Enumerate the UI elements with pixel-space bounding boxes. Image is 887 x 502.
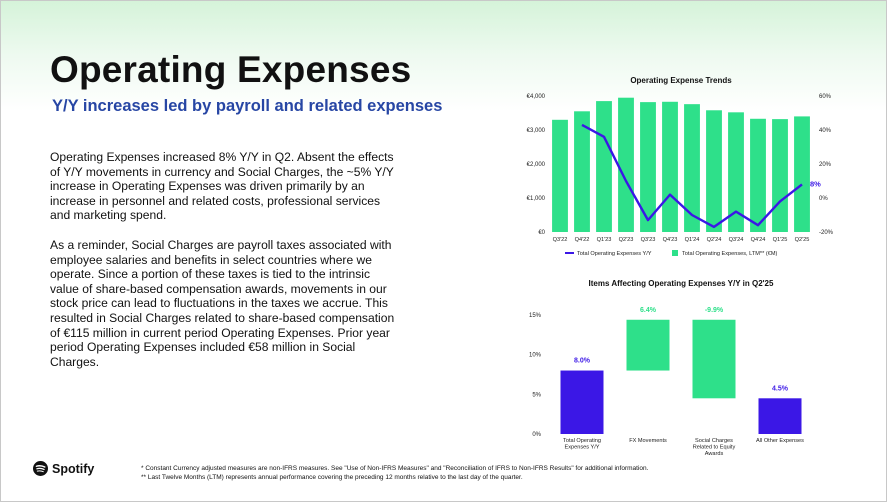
waterfall-axis-tick-label: 0%	[532, 432, 541, 438]
waterfall-bar	[626, 319, 670, 371]
waterfall-bar	[692, 319, 736, 399]
category-tick-label: Q2'24	[707, 237, 722, 243]
left-axis-tick-label: €4,000	[527, 94, 546, 100]
waterfall-category-label: All Other Expenses	[756, 438, 804, 444]
waterfall-axis-tick-label: 15%	[529, 313, 542, 319]
ltm-expense-bar	[552, 119, 568, 232]
waterfall-axis-tick-label: 5%	[532, 392, 541, 398]
page-subtitle: Y/Y increases led by payroll and related…	[52, 97, 443, 115]
yoy-data-label: 8%	[810, 179, 821, 188]
footnote-1: * Constant Currency adjusted measures ar…	[141, 465, 649, 472]
page-title: Operating Expenses	[50, 49, 412, 90]
ltm-expense-bar	[574, 111, 590, 232]
waterfall-category-label: FX Movements	[629, 438, 667, 444]
left-axis-tick-label: €1,000	[527, 196, 546, 202]
waterfall-chart-title: Items Affecting Operating Expenses Y/Y i…	[588, 279, 774, 288]
waterfall-data-label: 4.5%	[772, 385, 789, 392]
waterfall-bar	[758, 398, 802, 434]
left-axis-tick-label: €2,000	[527, 162, 546, 168]
waterfall-axis-tick-label: 10%	[529, 353, 542, 359]
waterfall-category-label: Social Charges Related to Equity Awards	[693, 438, 736, 457]
footnote-2: ** Last Twelve Months (LTM) represents a…	[141, 474, 523, 481]
ltm-expense-bar	[618, 97, 634, 232]
ltm-expense-bar	[728, 112, 744, 232]
right-axis-tick-label: -20%	[819, 230, 834, 236]
category-tick-label: Q2'23	[619, 237, 634, 243]
ltm-expense-bar	[684, 104, 700, 232]
left-axis-tick-label: €0	[538, 230, 545, 236]
ltm-expense-bar	[640, 102, 656, 233]
category-tick-label: Q2'25	[795, 237, 810, 243]
trend-chart-title: Operating Expense Trends	[630, 76, 732, 85]
category-tick-label: Q3'22	[553, 237, 568, 243]
spotify-logo-icon	[33, 461, 48, 476]
waterfall-data-label: 8.0%	[574, 358, 591, 365]
right-axis-tick-label: 60%	[819, 94, 832, 100]
category-tick-label: Q4'24	[751, 237, 766, 243]
ltm-expense-bar	[596, 101, 612, 232]
spotify-logo: Spotify	[33, 461, 94, 476]
category-tick-label: Q4'22	[575, 237, 590, 243]
category-tick-label: Q4'23	[663, 237, 678, 243]
waterfall-category-label: Total Operating Expenses Y/Y	[563, 438, 601, 451]
right-axis-tick-label: 0%	[819, 196, 828, 202]
category-tick-label: Q3'24	[729, 237, 744, 243]
ltm-expense-bar	[706, 110, 722, 232]
legend-entry-label: Total Operating Expenses, LTM** (€M)	[682, 251, 777, 257]
ltm-expense-bar	[772, 119, 788, 232]
waterfall-bar	[560, 370, 604, 434]
body-paragraph-1: Operating Expenses increased 8% Y/Y in Q…	[50, 150, 394, 223]
category-tick-label: Q3'23	[641, 237, 656, 243]
category-tick-label: Q1'24	[685, 237, 700, 243]
waterfall-data-label: 6.4%	[640, 307, 657, 314]
body-paragraph-2: As a reminder, Social Charges are payrol…	[50, 238, 395, 369]
legend-bar-swatch	[672, 250, 678, 256]
yoy-growth-line	[581, 123, 803, 229]
category-tick-label: Q1'25	[773, 237, 788, 243]
right-axis-tick-label: 40%	[819, 128, 832, 134]
ltm-expense-bar	[662, 101, 678, 232]
ltm-expense-bar	[750, 118, 766, 232]
left-axis-tick-label: €3,000	[527, 128, 546, 134]
spotify-logo-text: Spotify	[52, 461, 95, 476]
waterfall-data-label: -9.9%	[705, 307, 724, 314]
legend-entry-label: Total Operating Expenses Y/Y	[577, 251, 652, 257]
category-tick-label: Q1'23	[597, 237, 612, 243]
right-axis-tick-label: 20%	[819, 162, 832, 168]
ltm-expense-bar	[794, 116, 810, 232]
